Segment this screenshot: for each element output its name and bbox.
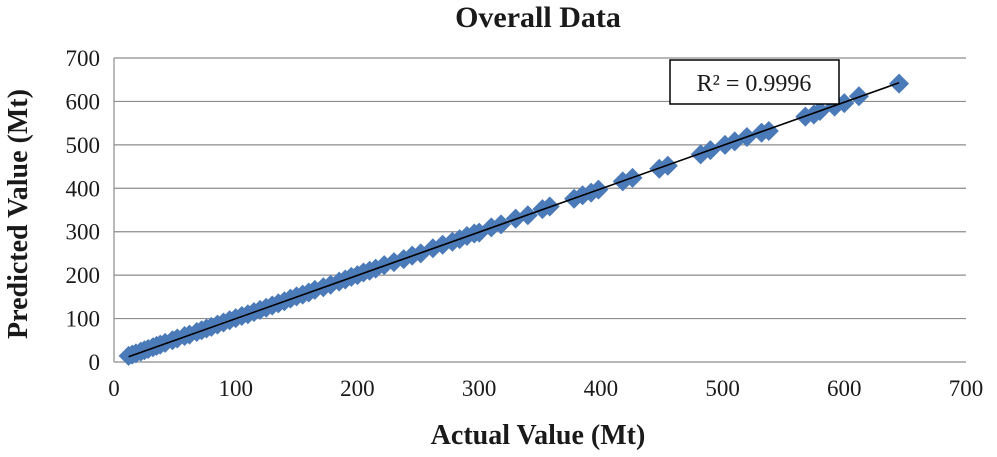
tick-labels-layer: 0 100 200 300 400 500 600 700 0 100 200 300 400 500 60… xyxy=(66,46,984,401)
y-tick-label: 100 xyxy=(66,307,101,332)
x-tick-label: 100 xyxy=(218,376,253,401)
x-tick-label: 600 xyxy=(827,376,862,401)
x-tick-label: 400 xyxy=(584,376,619,401)
r-squared-box xyxy=(669,59,840,105)
y-tick-label: 200 xyxy=(66,263,101,288)
data-point xyxy=(889,73,910,94)
r-squared-annotation: R² = 0.9996 xyxy=(669,59,840,105)
data-point xyxy=(758,120,779,141)
y-tick-label: 300 xyxy=(66,220,101,245)
y-tick-label: 700 xyxy=(66,46,101,71)
y-tick-label: 500 xyxy=(66,133,101,158)
x-tick-label: 200 xyxy=(340,376,375,401)
trendline xyxy=(128,82,900,358)
chart-title: Overall Data xyxy=(455,1,621,34)
y-tick-label: 0 xyxy=(89,350,101,375)
grid-layer xyxy=(113,57,966,363)
x-tick-label: 700 xyxy=(949,376,984,401)
x-tick-label: 300 xyxy=(462,376,497,401)
x-tick-label: 0 xyxy=(108,376,120,401)
r-squared-label: R² = 0.9996 xyxy=(697,71,812,97)
y-axis-title: Predicted Value (Mt) xyxy=(3,89,34,339)
x-axis-title: Actual Value (Mt) xyxy=(431,420,646,451)
y-tick-label: 600 xyxy=(66,89,101,114)
x-tick-label: 500 xyxy=(705,376,740,401)
y-tick-label: 400 xyxy=(66,176,101,201)
trendline-layer xyxy=(128,82,900,358)
